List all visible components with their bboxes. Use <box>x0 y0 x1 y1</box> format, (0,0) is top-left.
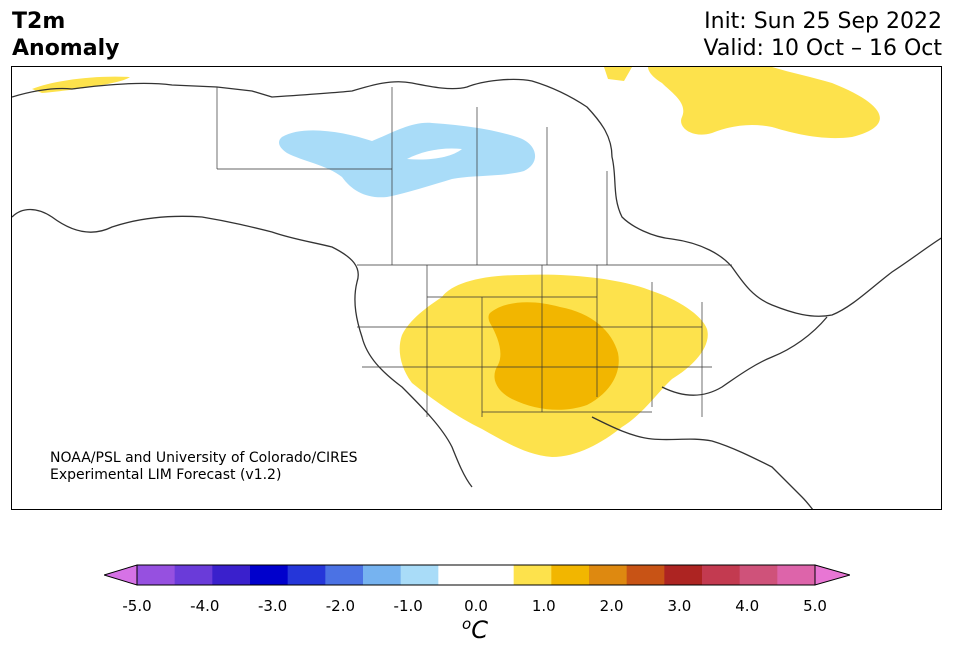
colorbar-extend-high <box>814 564 850 586</box>
colorbar-extend-low <box>104 564 138 586</box>
colorbar-cell <box>551 565 590 585</box>
unit-letter: C <box>471 616 488 644</box>
colorbar-cell <box>476 565 515 585</box>
colorbar-ticks: -5.0 -4.0 -3.0 -2.0 -1.0 0.0 1.0 2.0 3.0 4.0 5.0 <box>0 597 953 617</box>
colorbar <box>104 564 850 586</box>
colorbar-tick-label: 2.0 <box>599 597 624 615</box>
colorbar-cell <box>363 565 402 585</box>
colorbar-tick-label: -1.0 <box>393 597 423 615</box>
colorbar-cell <box>739 565 778 585</box>
colorbar-cell <box>513 565 552 585</box>
colorbar-unit: oC <box>462 615 488 644</box>
colorbar-cell <box>400 565 439 585</box>
colorbar-tick-label: 5.0 <box>803 597 827 615</box>
colorbar-tick-label: 4.0 <box>735 597 760 615</box>
colorbar-cell <box>250 565 289 585</box>
colorbar-tick-label: 1.0 <box>531 597 556 615</box>
colorbar-cell <box>626 565 665 585</box>
colorbar-cell <box>702 565 741 585</box>
forecast-credit: NOAA/PSL and University of Colorado/CIRE… <box>50 450 358 484</box>
colorbar-cell <box>664 565 703 585</box>
colorbar-cell <box>174 565 213 585</box>
colorbar-cell <box>777 565 816 585</box>
init-date: Init: Sun 25 Sep 2022 <box>704 9 942 34</box>
colorbar-tick-label: 3.0 <box>667 597 692 615</box>
map-canvas <box>12 67 941 509</box>
map-title: T2m Anomaly <box>12 8 119 62</box>
map-panel: NOAA/PSL and University of Colorado/CIRE… <box>11 66 942 510</box>
credit-line-1: NOAA/PSL and University of Colorado/CIRE… <box>50 450 358 466</box>
forecast-dates: Init: Sun 25 Sep 2022 Valid: 10 Oct – 16… <box>704 8 942 62</box>
western-canada-cold <box>279 122 536 198</box>
colorbar-tick-label: -2.0 <box>325 597 356 615</box>
colorbar-tick-label: -4.0 <box>190 597 220 615</box>
unit-degree: o <box>462 615 472 633</box>
colorbar-cell <box>325 565 364 585</box>
colorbar-cell <box>287 565 326 585</box>
arctic-islands-warm <box>604 67 880 139</box>
credit-line-2: Experimental LIM Forecast (v1.2) <box>50 467 282 483</box>
plains-warm-core <box>488 302 619 410</box>
title-line-2: Anomaly <box>12 36 120 61</box>
colorbar-cell <box>589 565 628 585</box>
title-line-1: T2m <box>12 9 66 34</box>
colorbar-cell <box>212 565 251 585</box>
colorbar-tick-label: 0.0 <box>464 597 488 615</box>
colorbar-cell <box>438 565 477 585</box>
colorbar-tick-label: -3.0 <box>257 597 288 615</box>
colorbar-cell <box>137 565 176 585</box>
valid-date: Valid: 10 Oct – 16 Oct <box>703 36 942 61</box>
colorbar-tick-label: -5.0 <box>122 597 152 615</box>
